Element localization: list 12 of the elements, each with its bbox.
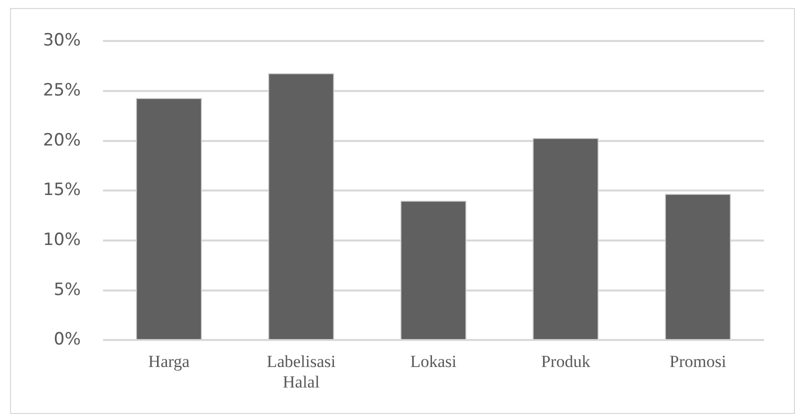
y-tick-label: 25%	[42, 80, 81, 100]
y-tick-label: 5%	[54, 280, 81, 300]
y-tick-label: 20%	[42, 130, 81, 150]
y-tick-label: 30%	[42, 30, 81, 51]
x-tick-label: Lokasi	[410, 352, 457, 371]
y-tick-label: 15%	[42, 180, 81, 200]
x-tick-label: Harga	[148, 352, 190, 371]
x-tick-label: Produk	[541, 352, 591, 371]
x-tick-label: Promosi	[670, 352, 726, 371]
y-tick-label: 0%	[54, 330, 81, 350]
y-tick-label: 10%	[42, 230, 81, 250]
x-tick-label: Labelisasi Halal	[266, 352, 336, 392]
